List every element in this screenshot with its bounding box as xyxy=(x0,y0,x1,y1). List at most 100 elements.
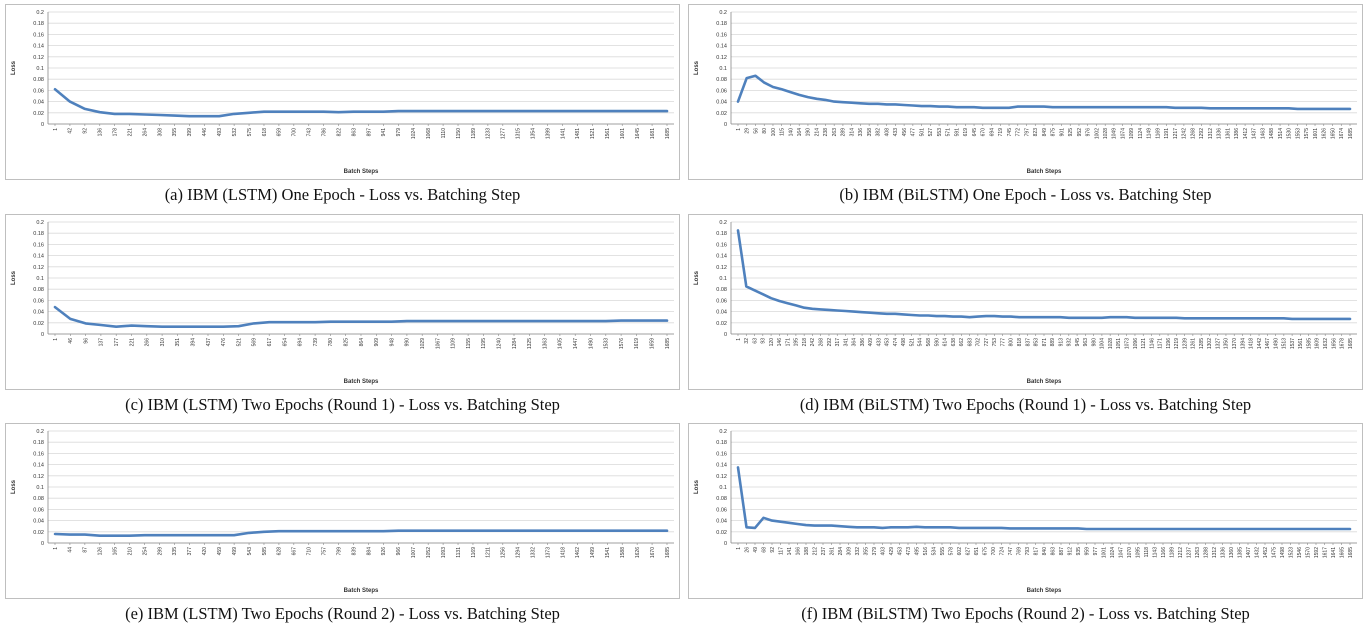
x-tick-label: 1191 xyxy=(1164,128,1170,139)
x-tick-label: 1268 xyxy=(1190,128,1196,139)
chart-frame xyxy=(6,424,680,599)
x-tick-label: 96 xyxy=(83,338,89,344)
x-tick-label: 1121 xyxy=(1141,338,1147,349)
y-tick-label: 0.02 xyxy=(716,530,727,536)
y-tick-label: 0 xyxy=(724,332,727,338)
x-tick-label: 1592 xyxy=(1314,547,1320,558)
x-tick-label: 351 xyxy=(175,338,181,347)
y-tick-label: 0.2 xyxy=(36,220,44,226)
x-tick-label: 1601 xyxy=(1313,128,1319,139)
y-tick-label: 0.14 xyxy=(716,254,727,260)
x-tick-label: 963 xyxy=(1083,338,1089,347)
x-tick-label: 1332 xyxy=(530,547,536,558)
y-tick-label: 0.12 xyxy=(716,55,727,61)
x-tick-label: 1452 xyxy=(1263,547,1269,558)
x-tick-label: 1284 xyxy=(512,338,518,349)
x-tick-label: 126 xyxy=(98,547,104,556)
x-tick-label: 568 xyxy=(926,338,932,347)
x-tick-label: 753 xyxy=(992,338,998,347)
x-tick-label: 926 xyxy=(381,547,387,556)
x-tick-label: 1028 xyxy=(1103,128,1109,139)
x-tick-label: 925 xyxy=(1068,128,1074,137)
x-tick-label: 1109 xyxy=(451,338,457,349)
x-tick-label: 459 xyxy=(217,547,223,556)
x-tick-label: 1385 xyxy=(1237,547,1243,558)
x-tick-label: 1685 xyxy=(665,547,671,558)
x-tick-label: 237 xyxy=(821,547,827,556)
x-tick-label: 177 xyxy=(114,338,120,347)
x-tick-label: 1096 xyxy=(1133,338,1139,349)
y-tick-label: 0.08 xyxy=(716,287,727,293)
x-tick-label: 408 xyxy=(884,128,890,137)
x-tick-label: 1360 xyxy=(1229,547,1235,558)
x-tick-label: 799 xyxy=(336,547,342,556)
x-tick-label: 1601 xyxy=(620,128,626,139)
y-tick-label: 0.18 xyxy=(33,440,44,446)
x-tick-label: 889 xyxy=(1050,338,1056,347)
y-tick-label: 0.04 xyxy=(33,519,44,525)
x-tick-label: 516 xyxy=(923,547,929,556)
x-tick-label: 527 xyxy=(928,128,934,137)
y-tick-label: 0 xyxy=(724,541,727,547)
y-tick-label: 0.18 xyxy=(716,231,727,237)
x-tick-label: 1068 xyxy=(426,128,432,139)
x-tick-label: 769 xyxy=(1016,547,1022,556)
y-tick-label: 0.2 xyxy=(36,429,44,435)
x-tick-label: 1263 xyxy=(1195,547,1201,558)
x-tick-label: 218 xyxy=(802,338,808,347)
x-tick-label: 1561 xyxy=(1298,338,1304,349)
x-tick-label: 990 xyxy=(405,338,411,347)
y-tick-label: 0.16 xyxy=(33,451,44,457)
chart-svg: 00.020.040.060.080.10.120.140.160.180.21… xyxy=(688,214,1363,390)
x-tick-label: 1051 xyxy=(1116,338,1122,349)
x-tick-label: 56 xyxy=(753,128,759,134)
x-tick-label: 92 xyxy=(770,547,776,553)
x-tick-label: 651 xyxy=(974,547,980,556)
x-tick-label: 117 xyxy=(778,547,784,555)
y-tick-label: 0.08 xyxy=(33,77,44,83)
x-tick-label: 1047 xyxy=(1118,547,1124,558)
x-tick-label: 477 xyxy=(911,128,917,137)
x-tick-label: 1659 xyxy=(650,338,656,349)
x-tick-label: 694 xyxy=(989,128,995,137)
x-tick-label: 473 xyxy=(906,547,912,556)
x-tick-label: 46 xyxy=(68,338,74,344)
x-tick-label: 364 xyxy=(852,338,858,347)
x-tick-label: 1685 xyxy=(665,128,671,139)
x-tick-label: 456 xyxy=(902,128,908,137)
x-tick-label: 619 xyxy=(963,128,969,137)
x-tick-label: 614 xyxy=(943,338,949,347)
x-tick-label: 1189 xyxy=(1169,547,1175,558)
x-tick-label: 1110 xyxy=(441,128,447,139)
x-tick-label: 912 xyxy=(1067,547,1073,556)
x-tick-label: 800 xyxy=(1009,338,1015,347)
y-tick-label: 0.02 xyxy=(33,321,44,327)
x-tick-label: 214 xyxy=(814,128,820,137)
x-tick-label: 1292 xyxy=(1199,128,1205,139)
x-tick-label: 1294 xyxy=(516,547,522,558)
x-tick-label: 618 xyxy=(262,128,268,137)
chart-panel-a: 0 0.02 0.04 0.06 0.08 0.1 0.12 0.14 0.16 0.18 0.2 1… xyxy=(5,4,680,210)
x-tick-label: 1004 xyxy=(1100,338,1106,349)
x-tick-label: 1 xyxy=(53,547,59,550)
x-tick-label: 1513 xyxy=(1282,338,1288,349)
y-tick-label: 0.2 xyxy=(36,10,44,16)
x-tick-label: 1546 xyxy=(1297,547,1303,558)
x-tick-label: 823 xyxy=(1033,128,1039,137)
x-tick-label: 212 xyxy=(812,547,818,556)
chart-panel-f: 0 0.02 0.04 0.06 0.08 0.1 0.12 0.14 0.16 0.18 0.2 1… xyxy=(688,423,1363,629)
x-tick-label: 1576 xyxy=(619,338,625,349)
x-tick-label: 254 xyxy=(142,547,148,556)
x-tick-label: 1514 xyxy=(1278,128,1284,139)
x-tick-label: 221 xyxy=(127,128,133,137)
x-tick-label: 884 xyxy=(366,547,372,556)
x-tick-label: 887 xyxy=(1059,547,1065,556)
y-axis-title: Loss xyxy=(11,270,17,285)
x-tick-label: 87 xyxy=(83,547,89,553)
x-tick-label: 1277 xyxy=(501,128,507,139)
x-tick-label: 1463 xyxy=(1260,128,1266,139)
x-tick-label: 1166 xyxy=(1161,547,1167,558)
x-tick-label: 977 xyxy=(1093,547,1099,556)
x-tick-label: 409 xyxy=(868,338,874,347)
x-tick-label: 1 xyxy=(53,338,59,341)
